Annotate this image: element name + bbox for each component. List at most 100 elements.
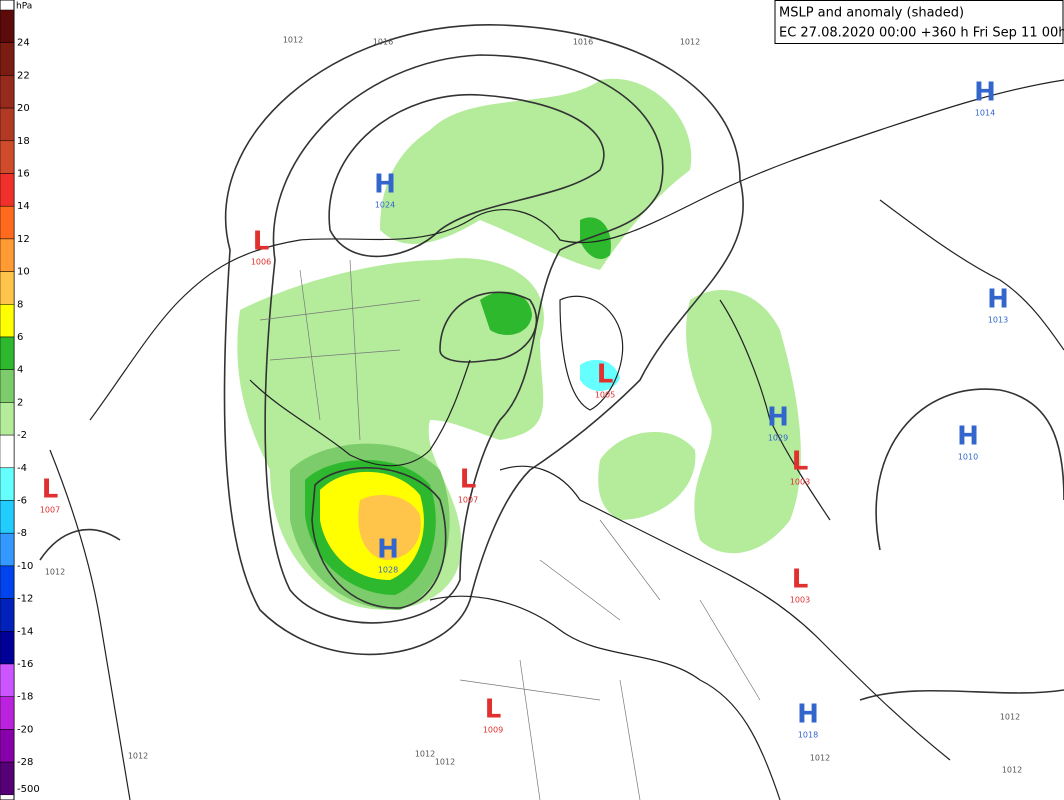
center-letter: H	[377, 535, 399, 565]
colorbar-label: 4	[17, 365, 23, 376]
subtitle: EC 27.08.2020 00:00 +360 h Fri Sep 11 00…	[779, 26, 1064, 41]
center-letter: H	[974, 78, 996, 108]
coastlines	[49, 79, 1064, 800]
colorbar-label: -4	[17, 463, 27, 474]
center-letter: L	[42, 475, 59, 505]
colorbar-cell	[0, 42, 15, 76]
colorbar-label: 22	[17, 70, 30, 81]
colorbar-cell	[0, 598, 15, 632]
colorbar-label: -8	[17, 528, 27, 539]
colorbar-cell	[0, 336, 15, 370]
colorbar-cell	[0, 9, 15, 43]
colorbar-label: -14	[17, 626, 33, 637]
colorbar-cell	[0, 467, 15, 501]
center-letter: H	[957, 422, 979, 452]
colorbar-label: 8	[17, 299, 23, 310]
colorbar-label: -6	[17, 496, 27, 507]
center-pressure: 1014	[975, 109, 995, 118]
colorbar-label: -500	[17, 784, 40, 795]
colorbar-label: 24	[17, 38, 30, 49]
colorbar-label: -16	[17, 659, 33, 670]
center-pressure: 1007	[458, 496, 478, 505]
colorbar-label: 2	[17, 397, 23, 408]
isobar-label: 1016	[373, 38, 393, 47]
colorbar-cell	[0, 173, 15, 207]
colorbar-cell	[0, 304, 15, 338]
colorbar-label: -12	[17, 594, 33, 605]
pressure-centers: H1024L1006L1007L1007H1028L1005H1029L1003…	[40, 78, 1009, 740]
colorbar-cell	[0, 434, 15, 469]
anomaly-shading	[237, 78, 801, 610]
isobar-label: 1012	[810, 754, 830, 763]
colorbar-unit: hPa	[16, 2, 32, 12]
colorbar-cell	[0, 532, 15, 567]
colorbar-cell	[0, 140, 15, 174]
center-letter: H	[987, 285, 1009, 315]
center-letter: L	[792, 565, 809, 595]
colorbar-cell	[0, 238, 15, 272]
colorbar-cell	[0, 663, 15, 697]
center-pressure: 1003	[790, 596, 810, 605]
colorbar-cell	[0, 75, 15, 109]
center-pressure: 1010	[958, 453, 978, 462]
center-letter: H	[797, 700, 819, 730]
colorbar-label: 18	[17, 136, 30, 147]
colorbar-label: -2	[17, 430, 27, 441]
center-pressure: 1009	[483, 726, 503, 735]
colorbar-label: 14	[17, 201, 30, 212]
center-letter: L	[597, 360, 614, 390]
isobar-label: 1012	[45, 568, 65, 577]
colorbar-label: -20	[17, 724, 33, 735]
colorbar: hPa 24 22 20 18 16 14 12 10 8 6 4 2 -2 -4 -6 -8 -10 -12 -14…	[0, 0, 40, 800]
colorbar-cell	[0, 761, 15, 796]
center-letter: L	[253, 227, 270, 257]
center-pressure: 1007	[40, 506, 60, 515]
colorbar-cell	[0, 631, 15, 665]
center-letter: H	[374, 170, 396, 200]
center-pressure: 1018	[798, 731, 818, 740]
title-box: MSLP and anomaly (shaded) EC 27.08.2020 …	[774, 0, 1064, 44]
center-pressure: 1003	[790, 478, 810, 487]
colorbar-cell	[0, 369, 15, 403]
colorbar-cell	[0, 107, 15, 142]
colorbar-cell	[0, 500, 15, 534]
isobar-label: 1012	[435, 758, 455, 767]
title: MSLP and anomaly (shaded)	[779, 6, 964, 21]
isobar-label: 1012	[1000, 713, 1020, 722]
center-pressure: 1013	[988, 316, 1008, 325]
isobar-label: 1016	[573, 38, 593, 47]
isobars	[39, 24, 1064, 701]
isobar-label: 1012	[1002, 766, 1022, 775]
isobar-label: 1012	[680, 38, 700, 47]
colorbar-cell	[0, 696, 15, 730]
colorbar-cell	[0, 271, 15, 305]
colorbar-label: 6	[17, 332, 23, 343]
center-pressure: 1028	[378, 566, 398, 575]
colorbar-cell	[0, 729, 15, 763]
center-letter: L	[792, 447, 809, 477]
colorbar-label: -18	[17, 692, 33, 703]
isobar-label: 1012	[283, 36, 303, 45]
colorbar-label: 16	[17, 169, 30, 180]
colorbar-cell	[0, 565, 15, 599]
center-letter: H	[767, 403, 789, 433]
center-letter: L	[460, 465, 477, 495]
colorbar-cell	[0, 205, 15, 240]
colorbar-label: -10	[17, 561, 33, 572]
isobar-label: 1012	[128, 752, 148, 761]
colorbar-label: -28	[17, 757, 33, 768]
colorbar-cell	[0, 402, 15, 436]
center-letter: L	[485, 695, 502, 725]
center-pressure: 1005	[595, 391, 615, 400]
center-pressure: 1029	[768, 434, 788, 443]
colorbar-label: 10	[17, 267, 30, 278]
center-pressure: 1024	[375, 201, 395, 210]
center-pressure: 1006	[251, 258, 271, 267]
colorbar-label: 20	[17, 103, 30, 114]
title-frame	[774, 0, 1064, 44]
isobar-label: 1012	[415, 750, 435, 759]
colorbar-label: 12	[17, 234, 30, 245]
borders	[259, 259, 761, 800]
